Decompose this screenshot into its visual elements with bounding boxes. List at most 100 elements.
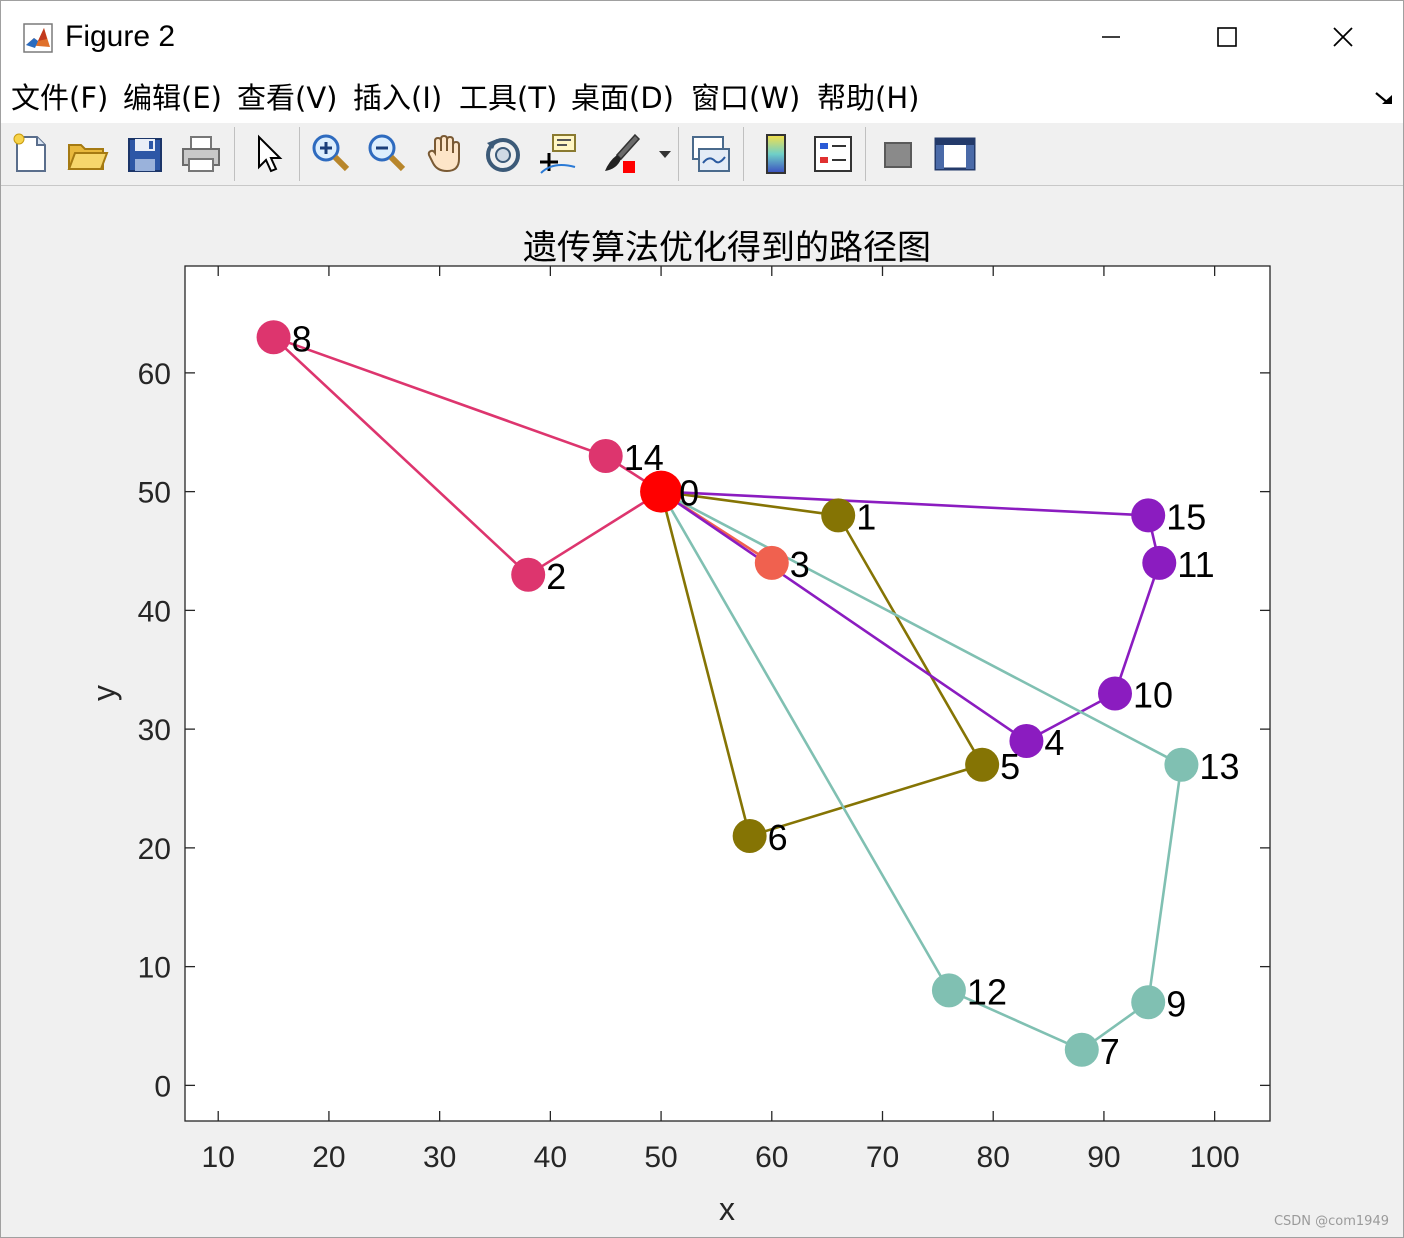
node-marker-11[interactable]: [1142, 545, 1177, 580]
node-marker-2[interactable]: [511, 557, 546, 592]
minimize-button[interactable]: [1053, 1, 1169, 73]
plot-area: [185, 266, 1270, 1121]
node-label-1: 1: [856, 496, 876, 537]
node-marker-8[interactable]: [256, 320, 291, 355]
zoom-out-button[interactable]: [365, 131, 409, 177]
chevron-down-icon: [659, 151, 671, 158]
print-icon: [182, 136, 220, 172]
node-label-6: 6: [768, 817, 788, 858]
node-marker-4[interactable]: [1009, 724, 1044, 758]
node-label-14: 14: [624, 437, 664, 478]
pointer-icon: [258, 134, 283, 173]
y-tick-label: 50: [138, 477, 171, 510]
zoom-in-button[interactable]: [309, 131, 353, 177]
y-tick-label: 20: [138, 833, 171, 866]
x-axis-label: x: [719, 1191, 735, 1227]
dock-arrow-icon[interactable]: [1373, 89, 1397, 109]
link-plot-icon: [692, 136, 730, 172]
node-marker-15[interactable]: [1131, 498, 1166, 533]
new-file-icon: [13, 133, 46, 172]
x-tick-label: 50: [644, 1141, 677, 1174]
title-bar[interactable]: Figure 2: [1, 1, 1403, 73]
node-marker-9[interactable]: [1131, 985, 1166, 1020]
node-label-13: 13: [1199, 746, 1239, 787]
node-label-5: 5: [1000, 746, 1020, 787]
show-plot-tools-button[interactable]: [933, 131, 977, 177]
node-markers: [256, 320, 1199, 1067]
node-label-12: 12: [967, 971, 1007, 1012]
depot-marker[interactable]: [640, 470, 683, 513]
hide-plot-tools-button[interactable]: [877, 131, 921, 177]
menu-view[interactable]: 查看(V): [237, 81, 338, 115]
open-file-button[interactable]: [65, 131, 109, 177]
node-label-3: 3: [790, 544, 810, 585]
toolbar-separator: [743, 127, 744, 181]
rotate-3d-button[interactable]: [481, 131, 525, 177]
node-marker-12[interactable]: [931, 973, 966, 1008]
x-tick-label: 20: [312, 1141, 345, 1174]
window-title: Figure 2: [65, 20, 176, 53]
new-figure-button[interactable]: [9, 131, 53, 177]
y-tick-label: 40: [138, 595, 171, 628]
edit-plot-button[interactable]: [247, 131, 291, 177]
zoom-in-icon: [312, 134, 350, 172]
zoom-out-icon: [368, 134, 406, 172]
node-label-7: 7: [1100, 1031, 1120, 1072]
menu-edit[interactable]: 编辑(E): [123, 81, 222, 115]
close-icon: [1333, 27, 1353, 47]
y-tick-label: 10: [138, 952, 171, 985]
brush-dropdown-button[interactable]: [655, 131, 675, 177]
menu-help[interactable]: 帮助(H): [817, 81, 920, 115]
toolbar-separator: [865, 127, 866, 181]
menu-file[interactable]: 文件(F): [11, 81, 109, 115]
x-tick-label: 30: [423, 1141, 456, 1174]
hand-icon: [427, 134, 460, 173]
x-tick-label: 90: [1087, 1141, 1120, 1174]
route-line-5: [659, 490, 1183, 1052]
maximize-button[interactable]: [1169, 1, 1285, 73]
node-marker-5[interactable]: [965, 747, 1000, 782]
node-marker-3[interactable]: [754, 545, 789, 580]
node-marker-6[interactable]: [732, 819, 767, 853]
menu-insert[interactable]: 插入(I): [353, 81, 443, 115]
brush-button[interactable]: [599, 131, 643, 177]
link-plot-button[interactable]: [689, 131, 733, 177]
node-marker-1[interactable]: [821, 498, 856, 533]
brush-icon: [605, 133, 641, 173]
node-marker-7[interactable]: [1064, 1032, 1099, 1067]
x-tick-label: 40: [534, 1141, 567, 1174]
node-label-10: 10: [1133, 675, 1173, 716]
data-cursor-button[interactable]: [537, 131, 581, 177]
insert-colorbar-button[interactable]: [755, 131, 799, 177]
y-tick-label: 30: [138, 714, 171, 747]
close-button[interactable]: [1285, 1, 1401, 73]
colorbar-icon: [766, 134, 786, 174]
toolbar-separator: [678, 127, 679, 181]
maximize-icon: [1217, 27, 1237, 47]
node-marker-14[interactable]: [588, 439, 623, 473]
x-tick-label: 100: [1190, 1141, 1240, 1174]
watermark: CSDN @com1949: [1273, 1214, 1389, 1229]
data-cursor-icon: [540, 134, 576, 174]
save-button[interactable]: [123, 131, 167, 177]
x-tick-label: 60: [755, 1141, 788, 1174]
matlab-logo-icon: [23, 23, 53, 53]
print-button[interactable]: [179, 131, 223, 177]
chart-title: 遗传算法优化得到的路径图: [523, 228, 931, 268]
toolbar-separator: [299, 127, 300, 181]
node-label-8: 8: [292, 318, 312, 359]
insert-legend-button[interactable]: [811, 131, 855, 177]
toolbar-separator: [234, 127, 235, 181]
node-marker-10[interactable]: [1098, 676, 1132, 711]
menu-tools[interactable]: 工具(T): [459, 81, 558, 115]
legend-icon: [814, 136, 852, 172]
menu-desktop[interactable]: 桌面(D): [571, 81, 674, 115]
node-marker-13[interactable]: [1164, 747, 1199, 782]
menu-window[interactable]: 窗口(W): [691, 81, 801, 115]
node-label-0: 0: [679, 473, 699, 514]
save-icon: [128, 138, 162, 172]
x-tick-label: 70: [866, 1141, 899, 1174]
pan-button[interactable]: [423, 131, 467, 177]
